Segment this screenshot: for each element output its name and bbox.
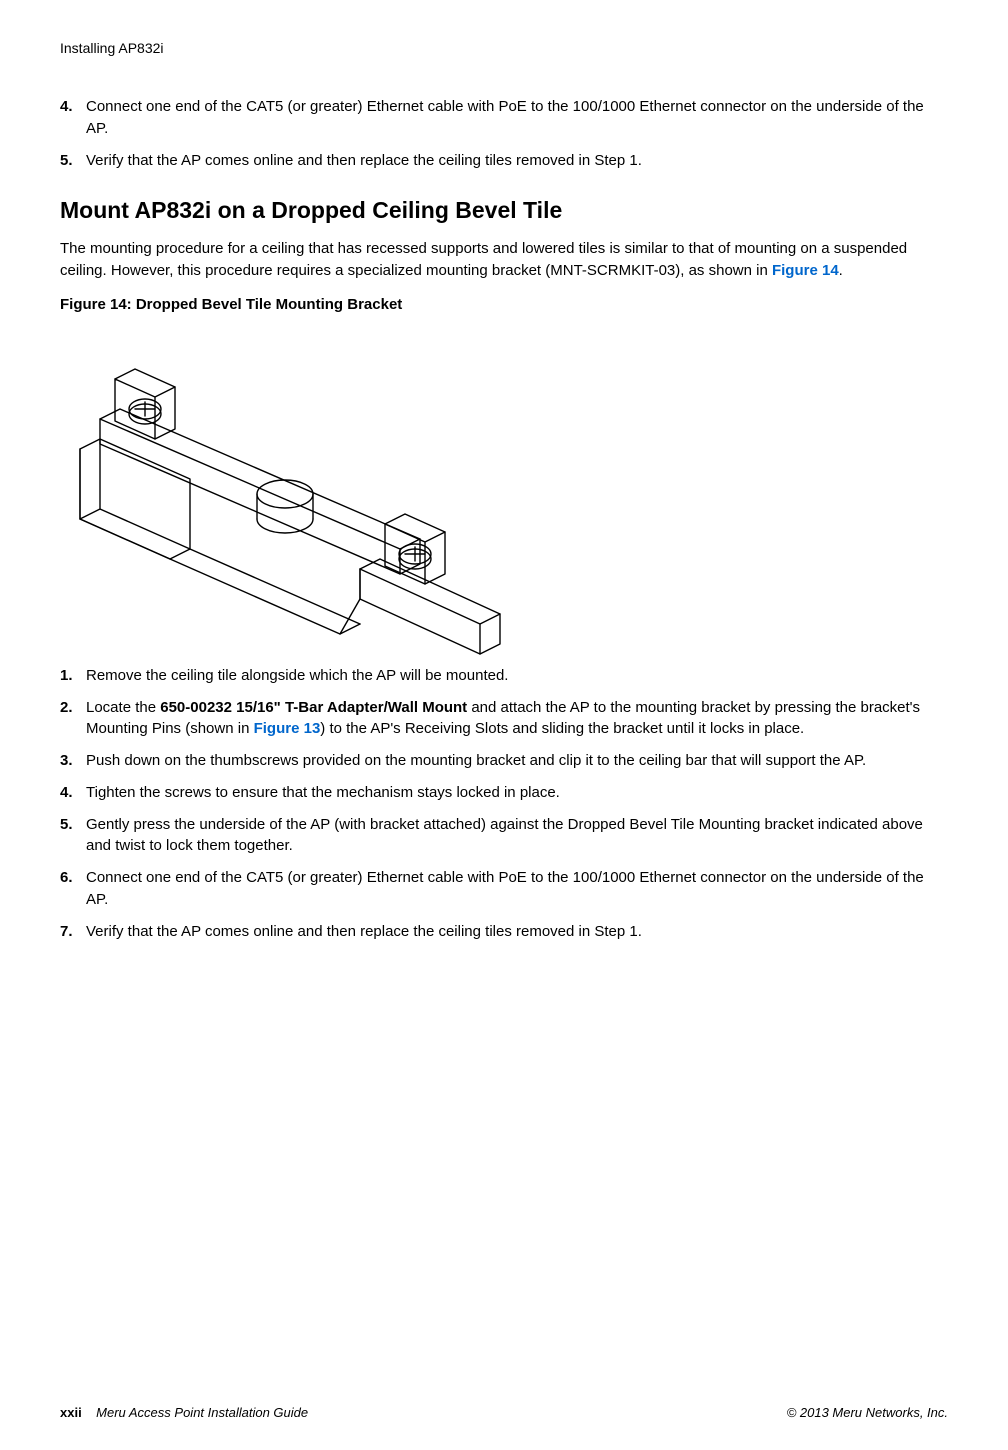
- step-item: 4. Connect one end of the CAT5 (or great…: [60, 96, 948, 140]
- step-number: 5.: [60, 814, 86, 858]
- step-item: 3. Push down on the thumbscrews provided…: [60, 750, 948, 772]
- footer-left: xxii Meru Access Point Installation Guid…: [60, 1405, 308, 1420]
- step-text: Verify that the AP comes online and then…: [86, 150, 948, 172]
- step-number: 3.: [60, 750, 86, 772]
- step-item: 5. Gently press the underside of the AP …: [60, 814, 948, 858]
- step-text: Locate the 650-00232 15/16" T-Bar Adapte…: [86, 697, 948, 741]
- page-number: xxii: [60, 1405, 82, 1420]
- bracket-svg: [60, 319, 540, 659]
- running-header: Installing AP832i: [60, 40, 948, 56]
- step-number: 2.: [60, 697, 86, 741]
- step-text: Remove the ceiling tile alongside which …: [86, 665, 948, 687]
- t3: ) to the AP's Receiving Slots and slidin…: [320, 720, 804, 737]
- step-text: Connect one end of the CAT5 (or greater)…: [86, 96, 948, 140]
- intro-post: .: [839, 262, 843, 279]
- step-number: 4.: [60, 96, 86, 140]
- step-number: 4.: [60, 782, 86, 804]
- section-heading: Mount AP832i on a Dropped Ceiling Bevel …: [60, 197, 948, 224]
- intro-paragraph: The mounting procedure for a ceiling tha…: [60, 238, 948, 282]
- page-footer: xxii Meru Access Point Installation Guid…: [60, 1405, 948, 1420]
- step-number: 7.: [60, 921, 86, 943]
- step-item: 7. Verify that the AP comes online and t…: [60, 921, 948, 943]
- step-number: 6.: [60, 867, 86, 911]
- product-name-bold: 650-00232 15/16" T-Bar Adapter/Wall Moun…: [160, 699, 467, 716]
- step-item: 1. Remove the ceiling tile alongside whi…: [60, 665, 948, 687]
- footer-right: © 2013 Meru Networks, Inc.: [787, 1405, 948, 1420]
- footer-doc-title: Meru Access Point Installation Guide: [96, 1405, 308, 1420]
- figure-bracket-illustration: [60, 319, 540, 659]
- step-text: Tighten the screws to ensure that the me…: [86, 782, 948, 804]
- step-item: 2. Locate the 650-00232 15/16" T-Bar Ada…: [60, 697, 948, 741]
- figure-13-link[interactable]: Figure 13: [254, 720, 321, 737]
- step-text: Verify that the AP comes online and then…: [86, 921, 948, 943]
- step-text: Push down on the thumbscrews provided on…: [86, 750, 948, 772]
- step-item: 5. Verify that the AP comes online and t…: [60, 150, 948, 172]
- step-item: 4. Tighten the screws to ensure that the…: [60, 782, 948, 804]
- step-item: 6. Connect one end of the CAT5 (or great…: [60, 867, 948, 911]
- figure-14-link[interactable]: Figure 14: [772, 262, 839, 279]
- t1: Locate the: [86, 699, 160, 716]
- step-text: Gently press the underside of the AP (wi…: [86, 814, 948, 858]
- step-text: Connect one end of the CAT5 (or greater)…: [86, 867, 948, 911]
- page-container: Installing AP832i 4. Connect one end of …: [0, 0, 1008, 1450]
- figure-caption: Figure 14: Dropped Bevel Tile Mounting B…: [60, 296, 948, 313]
- step-number: 1.: [60, 665, 86, 687]
- step-number: 5.: [60, 150, 86, 172]
